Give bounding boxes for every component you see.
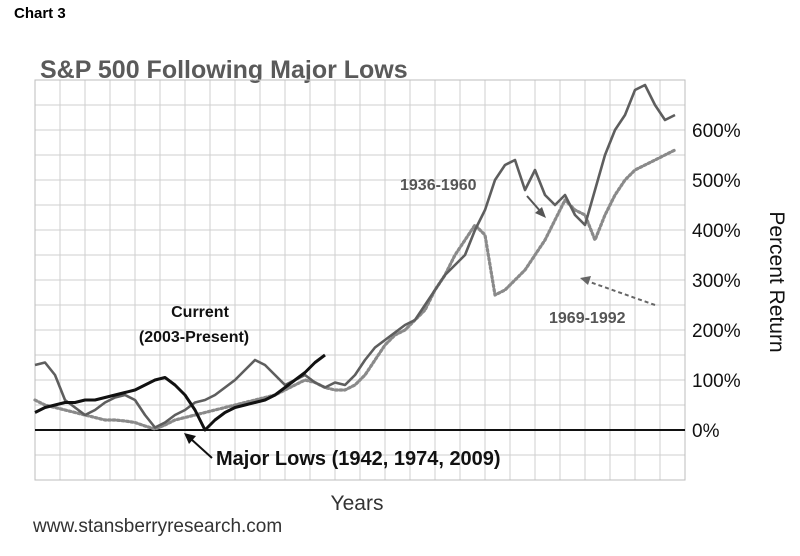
arrow-1969-1992 bbox=[586, 280, 656, 306]
current-annotation-line2: (2003-Present) bbox=[139, 329, 249, 346]
arrowhead-1969-1992 bbox=[580, 276, 591, 285]
major-lows-annotation: Major Lows (1942, 1974, 2009) bbox=[216, 448, 501, 470]
label-1936-1960: 1936-1960 bbox=[400, 177, 477, 194]
chart-title: S&P 500 Following Major Lows bbox=[40, 56, 408, 84]
series-line-1969-1992 bbox=[33, 148, 677, 431]
y-tick-label: 0% bbox=[692, 421, 720, 442]
series-line-current-2003-present bbox=[34, 353, 326, 432]
y-tick-label: 400% bbox=[692, 221, 741, 242]
website-footer: www.stansberryresearch.com bbox=[32, 516, 282, 537]
arrow-1936-1960 bbox=[526, 195, 542, 213]
major-lows-arrowhead bbox=[184, 433, 196, 444]
major-lows-arrow bbox=[190, 438, 213, 459]
y-tick-label: 600% bbox=[692, 121, 741, 142]
label-1969-1992: 1969-1992 bbox=[549, 310, 626, 327]
y-tick-label: 100% bbox=[692, 371, 741, 392]
y-tick-labels: 0% 100% 200% 300% 400% 500% 600% bbox=[692, 121, 741, 442]
x-axis-label: Years bbox=[331, 492, 384, 515]
y-tick-label: 300% bbox=[692, 271, 741, 292]
current-annotation-line1: Current bbox=[171, 304, 229, 321]
arrowhead-1936-1960 bbox=[535, 207, 546, 218]
y-tick-label: 500% bbox=[692, 171, 741, 192]
plot-frame bbox=[34, 79, 686, 481]
y-axis-label: Percent Return bbox=[765, 211, 788, 352]
chart-number-label: Chart 3 bbox=[14, 5, 66, 22]
series-line-1936-1960 bbox=[34, 83, 676, 429]
y-tick-label: 200% bbox=[692, 321, 741, 342]
series-layer bbox=[33, 83, 677, 432]
